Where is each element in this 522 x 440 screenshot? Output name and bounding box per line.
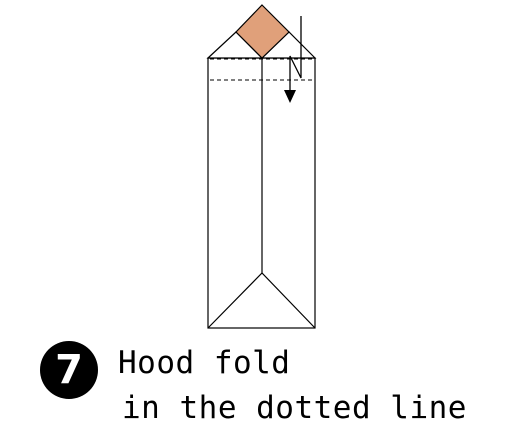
step-number-badge: 7 <box>40 341 98 399</box>
bottom-triangle-fold <box>207 272 316 329</box>
hood-diamond <box>235 4 290 59</box>
fold-arrow-head <box>284 90 296 103</box>
fold-arrow <box>289 16 302 92</box>
instruction-line-1: Hood fold <box>118 345 291 381</box>
instruction-line-2: in the dotted line <box>122 390 467 426</box>
